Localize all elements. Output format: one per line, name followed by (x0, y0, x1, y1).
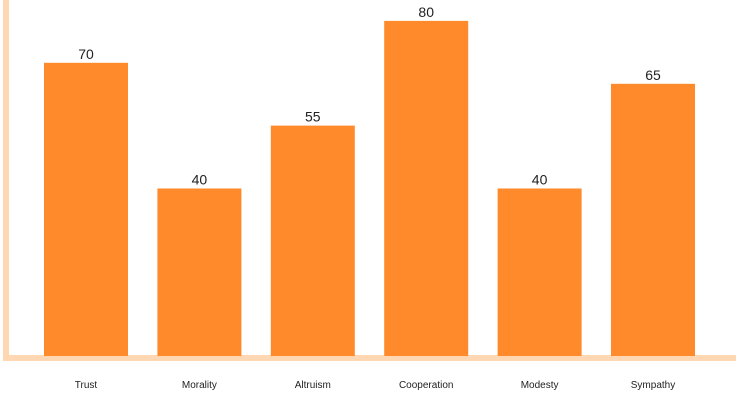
bar-trust (44, 62, 128, 357)
value-labels: 70 40 55 80 40 65 (78, 4, 661, 188)
bar-altruism (270, 125, 355, 356)
value-label-modesty: 40 (532, 172, 548, 188)
bar-cooperation (384, 20, 469, 357)
x-tick-label-trust: Trust (75, 380, 98, 391)
bar-morality (157, 188, 242, 356)
axes (3, 0, 736, 361)
value-label-cooperation: 80 (418, 4, 434, 20)
x-tick-label-sympathy: Sympathy (631, 380, 675, 391)
value-label-morality: 40 (192, 172, 208, 188)
x-tick-label-morality: Morality (182, 380, 217, 391)
value-label-sympathy: 65 (645, 67, 661, 83)
bar-modesty (497, 188, 582, 356)
value-label-trust: 70 (78, 46, 94, 62)
bar-sympathy (611, 83, 695, 357)
x-tick-label-altruism: Altruism (295, 380, 331, 391)
value-label-altruism: 55 (305, 109, 321, 125)
bars (44, 20, 695, 357)
x-tick-label-cooperation: Cooperation (399, 380, 453, 391)
x-tick-labels: Trust Morality Altruism Cooperation Modesty S… (75, 380, 675, 391)
x-tick-label-modesty: Modesty (521, 380, 559, 391)
